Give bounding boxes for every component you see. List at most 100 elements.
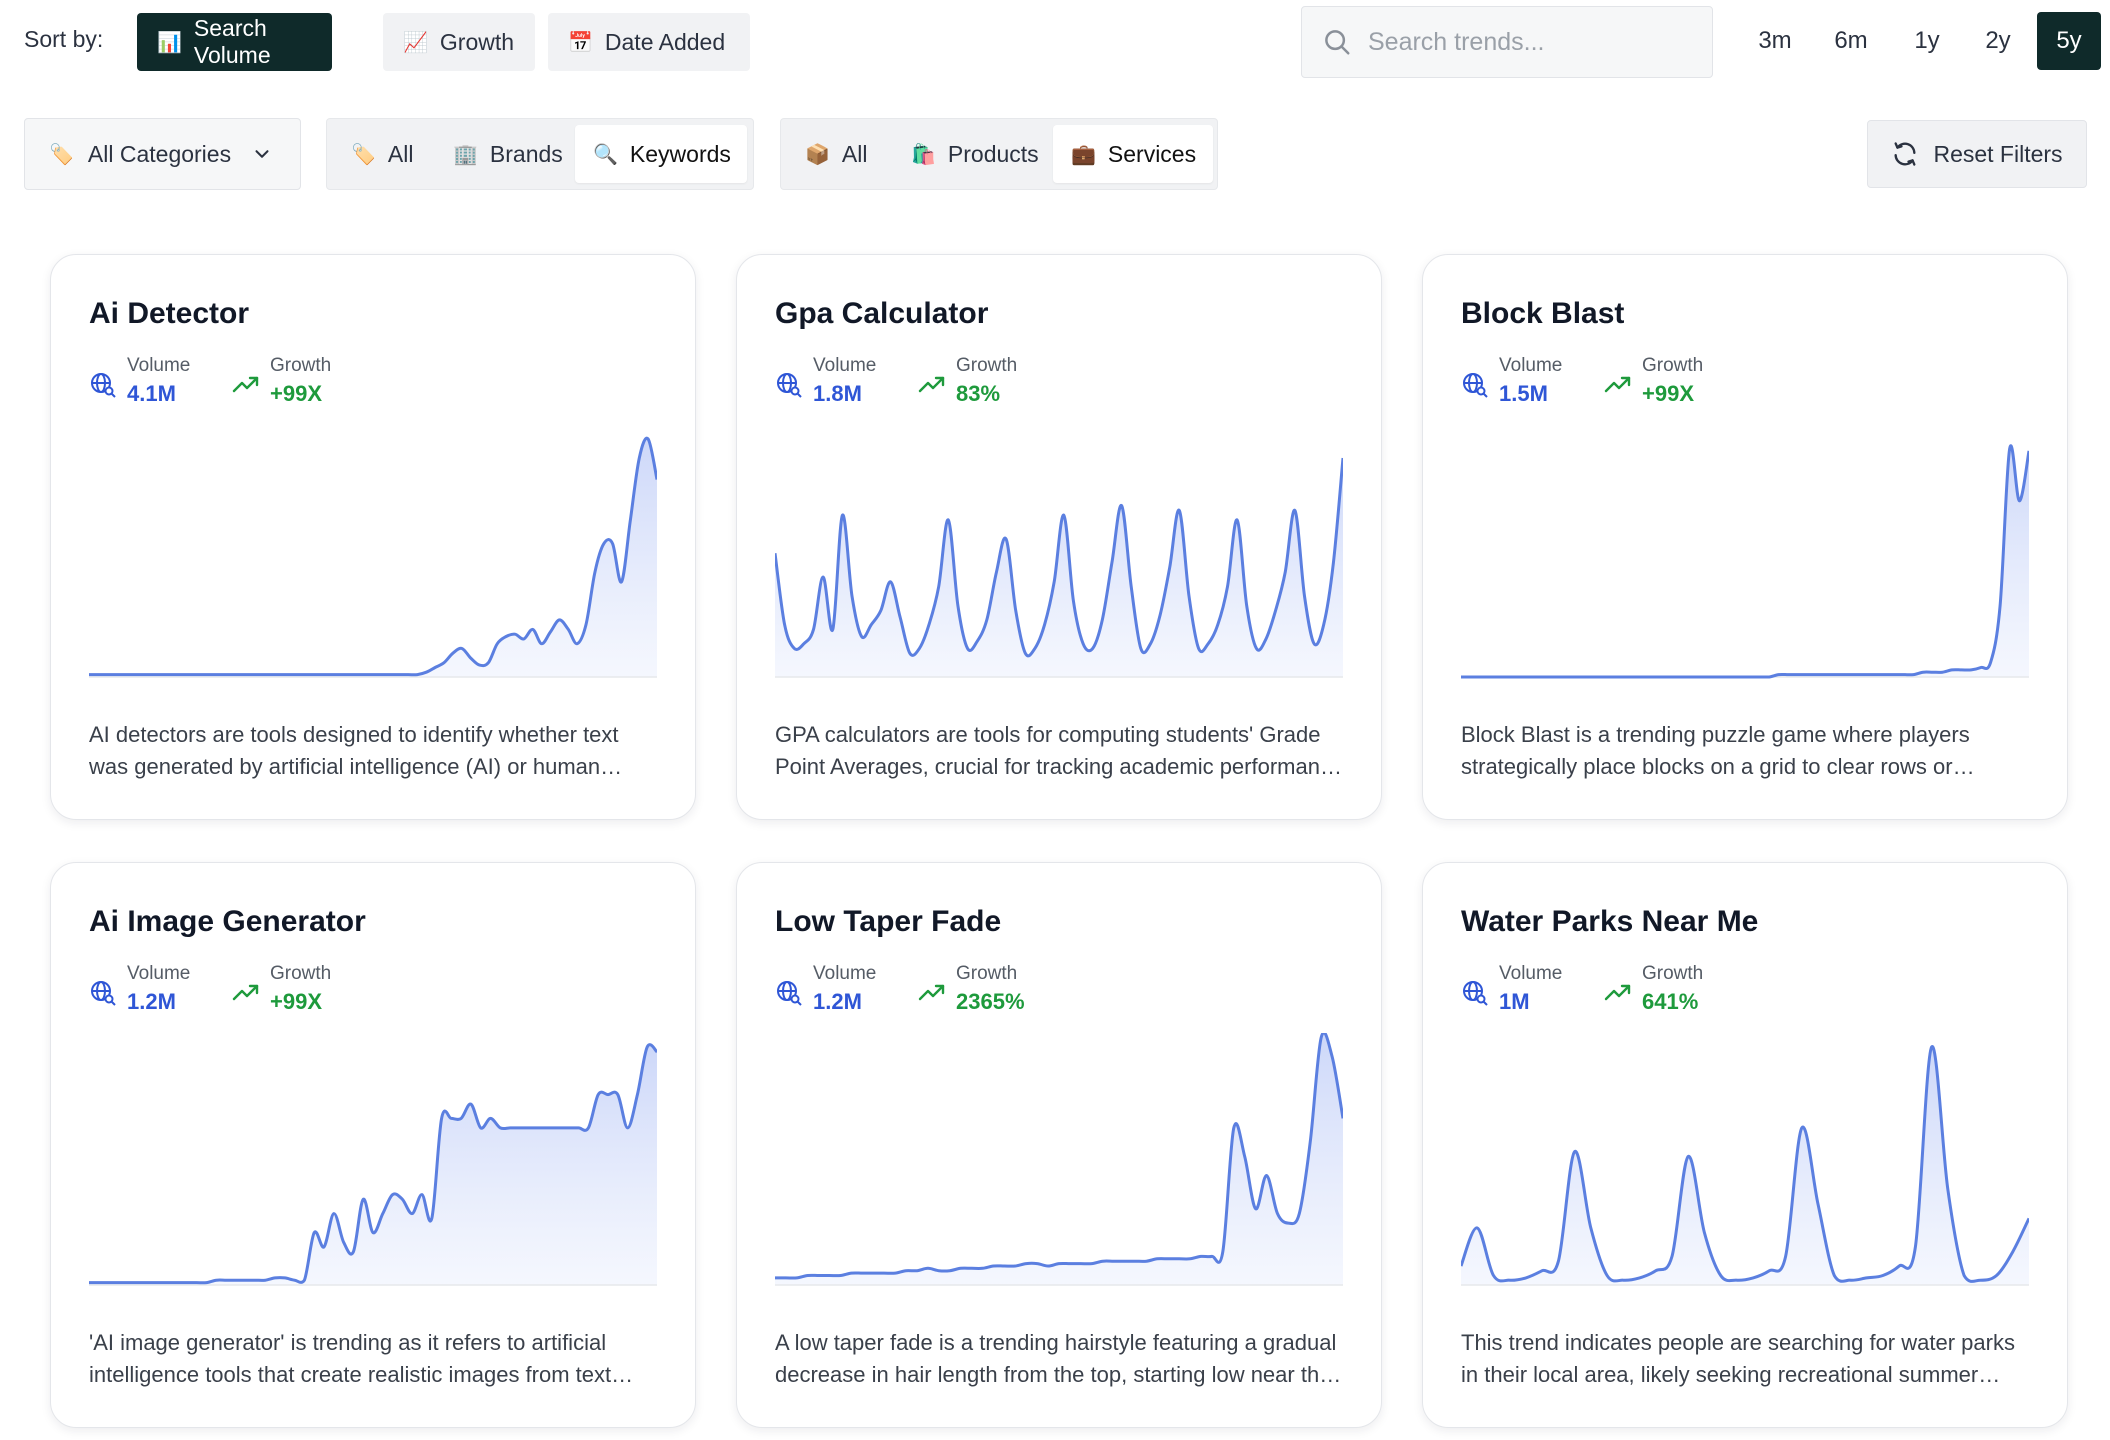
chart-area — [1461, 445, 2029, 677]
chart-line — [89, 1043, 657, 1285]
type-brands-button[interactable]: 🏢 Brands — [435, 125, 581, 183]
volume-value: 1.8M — [813, 381, 862, 406]
type-filter-group: 🏷️ All 🏢 Brands 🔍 Keywords — [326, 118, 754, 190]
trending-up-icon — [1604, 376, 1631, 393]
globe-search-icon — [777, 373, 802, 398]
range-2y-button[interactable]: 2y — [1985, 27, 2011, 54]
trend-card-1[interactable]: Ai Detector Volume 4.1M Growth +99X AI d… — [50, 254, 696, 820]
trend-card-5[interactable]: Low Taper Fade Volume 1.2M Growth 2365% … — [736, 862, 1382, 1428]
volume-value: 1M — [1499, 989, 1530, 1014]
kind-services-button[interactable]: 💼 Services — [1053, 125, 1213, 183]
card-description: A low taper fade is a trending hairstyle… — [775, 1330, 1337, 1387]
package-icon: 📦 — [805, 142, 830, 166]
chart-increasing-icon: 📈 — [403, 30, 428, 54]
growth-value: +99X — [270, 989, 322, 1014]
card-title: Ai Detector — [89, 297, 250, 330]
volume-label: Volume — [127, 963, 191, 984]
bar-chart-icon: 📊 — [157, 30, 182, 54]
card-description: AI detectors are tools designed to ident… — [89, 722, 619, 779]
chart-line — [89, 436, 657, 677]
volume-label: Volume — [1499, 355, 1563, 376]
shopping-bags-icon: 🛍️ — [911, 142, 936, 166]
trend-card-3[interactable]: Block Blast Volume 1.5M Growth +99X Bloc… — [1422, 254, 2068, 820]
range-6m-button[interactable]: 6m — [1834, 27, 1868, 54]
chart-line — [1461, 444, 2029, 679]
office-building-icon: 🏢 — [453, 142, 478, 166]
filter-label: Products — [947, 140, 1039, 167]
chart-line — [1461, 1045, 2029, 1283]
trending-up-icon — [1604, 984, 1631, 1001]
magnifier-icon: 🔍 — [593, 142, 618, 166]
category-dropdown[interactable]: 🏷️ All Categories — [24, 118, 301, 190]
growth-value: +99X — [1642, 381, 1694, 406]
globe-search-icon — [1463, 981, 1488, 1006]
volume-value: 1.5M — [1499, 381, 1548, 406]
growth-label: Growth — [270, 355, 332, 376]
filter-label: All — [841, 140, 868, 167]
globe-search-icon — [1463, 373, 1488, 398]
growth-label: Growth — [956, 963, 1018, 984]
globe-search-icon — [91, 981, 116, 1006]
search-input[interactable] — [1366, 26, 1700, 58]
growth-value: +99X — [270, 381, 322, 406]
type-all-button[interactable]: 🏷️ All — [333, 125, 431, 183]
chart-line — [775, 457, 1343, 658]
briefcase-icon: 💼 — [1071, 142, 1096, 166]
trending-up-icon — [918, 376, 945, 393]
chevron-down-icon — [255, 150, 269, 158]
filter-label: Keywords — [629, 140, 731, 167]
volume-label: Volume — [127, 355, 191, 376]
card-title: Water Parks Near Me — [1461, 905, 1759, 938]
trend-card-2[interactable]: Gpa Calculator Volume 1.8M Growth 83% GP… — [736, 254, 1382, 820]
chart-area — [89, 1044, 657, 1285]
trend-chart — [1461, 444, 2029, 679]
calendar-icon: 📅 — [568, 30, 593, 54]
growth-label: Growth — [956, 355, 1018, 376]
card-title: Ai Image Generator — [89, 905, 366, 938]
sort-search-volume-button[interactable]: 📊 Search Volume — [137, 13, 332, 71]
trend-card-4[interactable]: Ai Image Generator Volume 1.2M Growth +9… — [50, 862, 696, 1428]
kind-products-button[interactable]: 🛍️ Products — [893, 125, 1057, 183]
search-icon — [1325, 30, 1350, 55]
sort-growth-button[interactable]: 📈 Growth — [383, 13, 535, 71]
kind-all-button[interactable]: 📦 All — [787, 125, 885, 183]
search-box — [1301, 6, 1713, 78]
category-dropdown-label: All Categories — [87, 140, 232, 167]
trend-card-6[interactable]: Water Parks Near Me Volume 1M Growth 641… — [1422, 862, 2068, 1428]
growth-value: 641% — [1642, 989, 1699, 1014]
sort-date-added-button[interactable]: 📅 Date Added — [548, 13, 750, 71]
globe-search-icon — [91, 373, 116, 398]
growth-value: 2365% — [956, 989, 1025, 1014]
volume-value: 1.2M — [127, 989, 176, 1014]
volume-label: Volume — [813, 355, 877, 376]
card-title: Block Blast — [1461, 297, 1625, 330]
growth-value: 83% — [956, 381, 1001, 406]
growth-label: Growth — [1642, 355, 1704, 376]
sort-option-label: Growth — [439, 28, 515, 55]
trend-chart — [775, 1033, 1343, 1286]
sort-option-label: Search Volume — [193, 15, 271, 68]
range-3m-button[interactable]: 3m — [1758, 27, 1792, 54]
card-description: GPA calculators are tools for computing … — [775, 722, 1344, 779]
filter-label: Brands — [489, 140, 563, 167]
type-keywords-button[interactable]: 🔍 Keywords — [575, 125, 747, 183]
range-1y-button[interactable]: 1y — [1914, 27, 1940, 54]
refresh-icon — [1894, 142, 1916, 166]
sort-option-label: Date Added — [604, 28, 726, 55]
chart-area — [1461, 1046, 2029, 1285]
growth-label: Growth — [1642, 963, 1704, 984]
card-description: This trend indicates people are searchin… — [1461, 1330, 2015, 1387]
card-title: Low Taper Fade — [775, 905, 1002, 938]
volume-label: Volume — [813, 963, 877, 984]
growth-label: Growth — [270, 963, 332, 984]
filter-label: Services — [1107, 140, 1197, 167]
reset-filters-button[interactable]: Reset Filters — [1867, 120, 2087, 188]
volume-label: Volume — [1499, 963, 1563, 984]
kind-filter-group: 📦 All 🛍️ Products 💼 Services — [780, 118, 1218, 190]
trend-chart — [1461, 1045, 2029, 1286]
label-icon: 🏷️ — [351, 142, 376, 166]
range-5y-button[interactable]: 5y — [2037, 12, 2101, 70]
trend-chart — [89, 436, 657, 678]
card-description: 'AI image generator' is trending as it r… — [89, 1330, 612, 1387]
globe-search-icon — [777, 981, 802, 1006]
